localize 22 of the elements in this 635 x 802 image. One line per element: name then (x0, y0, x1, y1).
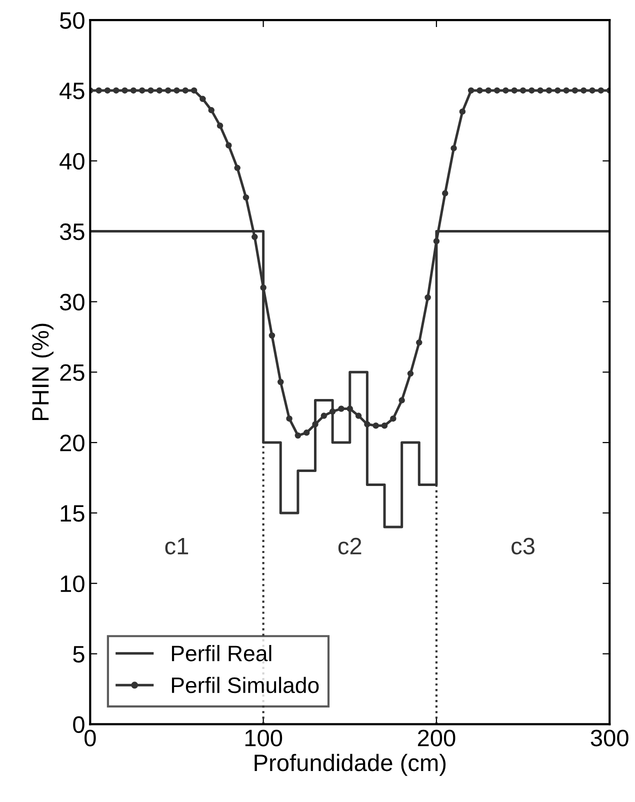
y-tick-label: 45 (60, 82, 84, 100)
y-axis-title: PHIN (%) (31, 324, 54, 420)
x-tick-label: 300 (590, 730, 628, 746)
y-tick-label: 20 (60, 434, 84, 452)
x-tick-label: 0 (84, 730, 96, 746)
annotation: c1 (165, 538, 188, 555)
annotation: c3 (512, 538, 534, 555)
y-tick-label: 25 (60, 364, 84, 381)
y-tick-label: 40 (60, 152, 84, 170)
y-tick-label: 15 (60, 505, 84, 522)
y-tick-label: 0 (73, 716, 84, 733)
annotation: c2 (338, 538, 362, 555)
x-axis-title: Profundidade (cm) (254, 754, 446, 776)
y-tick-label: 35 (60, 223, 84, 240)
y-tick-label: 10 (60, 575, 84, 592)
legend-label: Perfil Real (172, 645, 272, 662)
legend-label: Perfil Simulado (172, 676, 319, 694)
y-tick-label: 5 (73, 646, 84, 663)
y-tick-label: 30 (60, 294, 84, 310)
y-tick-label: 50 (60, 12, 84, 29)
x-tick-label: 100 (245, 730, 282, 746)
x-tick-label: 200 (418, 730, 456, 746)
